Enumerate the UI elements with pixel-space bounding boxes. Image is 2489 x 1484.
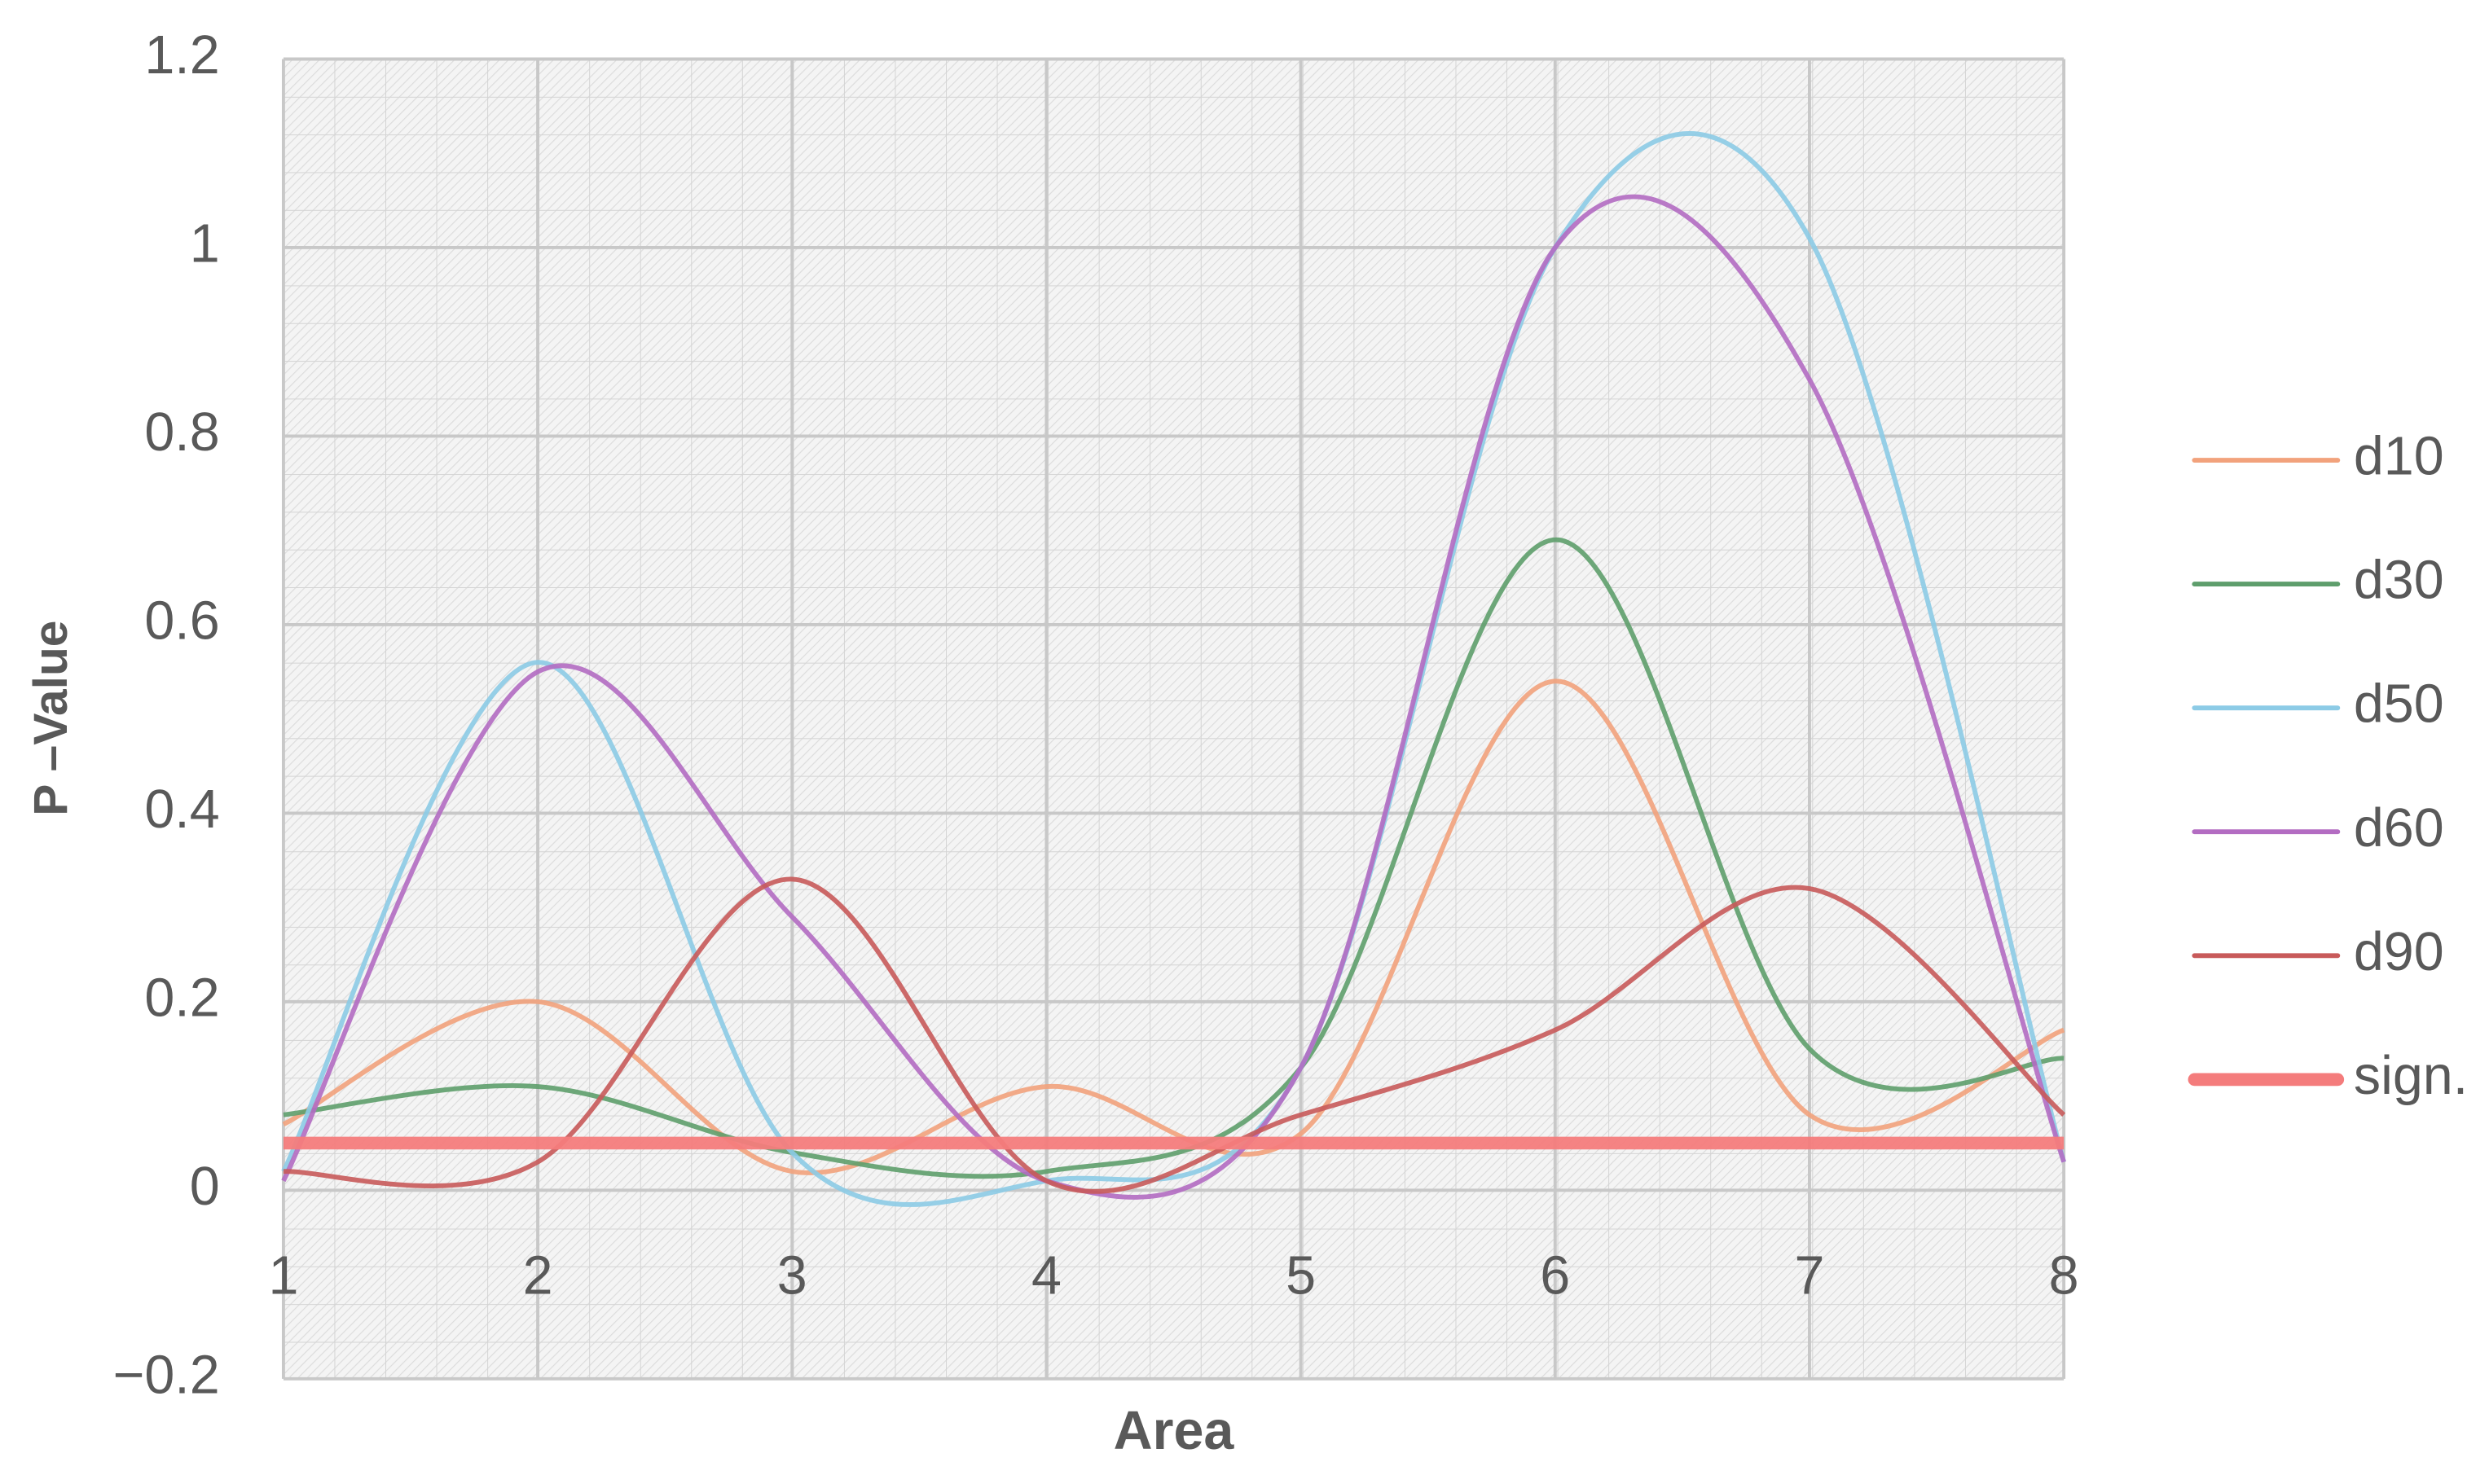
x-tick-label: 3 — [777, 1245, 807, 1306]
x-tick-label: 6 — [1540, 1245, 1570, 1306]
legend-label: d60 — [2354, 798, 2444, 858]
legend-label: sign. — [2354, 1046, 2468, 1106]
x-tick-label: 4 — [1031, 1245, 1062, 1306]
x-tick-label: 1 — [268, 1245, 298, 1306]
x-tick-label: 5 — [1286, 1245, 1316, 1306]
legend-label: d10 — [2354, 427, 2444, 487]
x-tick-label: 7 — [1794, 1245, 1824, 1306]
y-tick-label: 1.2 — [144, 25, 219, 86]
x-axis-title: Area — [1114, 1401, 1235, 1461]
y-tick-label: 0.4 — [144, 779, 219, 840]
y-tick-label: 0.6 — [144, 591, 219, 651]
x-tick-label: 2 — [523, 1245, 553, 1306]
y-tick-label: 0.8 — [144, 402, 219, 463]
legend-label: d30 — [2354, 551, 2444, 611]
x-tick-label: 8 — [2049, 1245, 2079, 1306]
y-axis-title: P –Value — [24, 621, 77, 816]
legend-label: d90 — [2354, 922, 2444, 982]
series-line — [282, 678, 2065, 1175]
series-line — [283, 876, 2066, 1194]
minor-grid — [283, 59, 2065, 1379]
y-tick-label: 0 — [190, 1157, 220, 1217]
y-tick-label: 0.2 — [144, 968, 219, 1028]
legend-label: d50 — [2354, 674, 2444, 735]
y-tick-label: 1 — [190, 214, 220, 274]
y-tick-label: −0.2 — [113, 1345, 220, 1405]
series-line — [281, 194, 2066, 1200]
